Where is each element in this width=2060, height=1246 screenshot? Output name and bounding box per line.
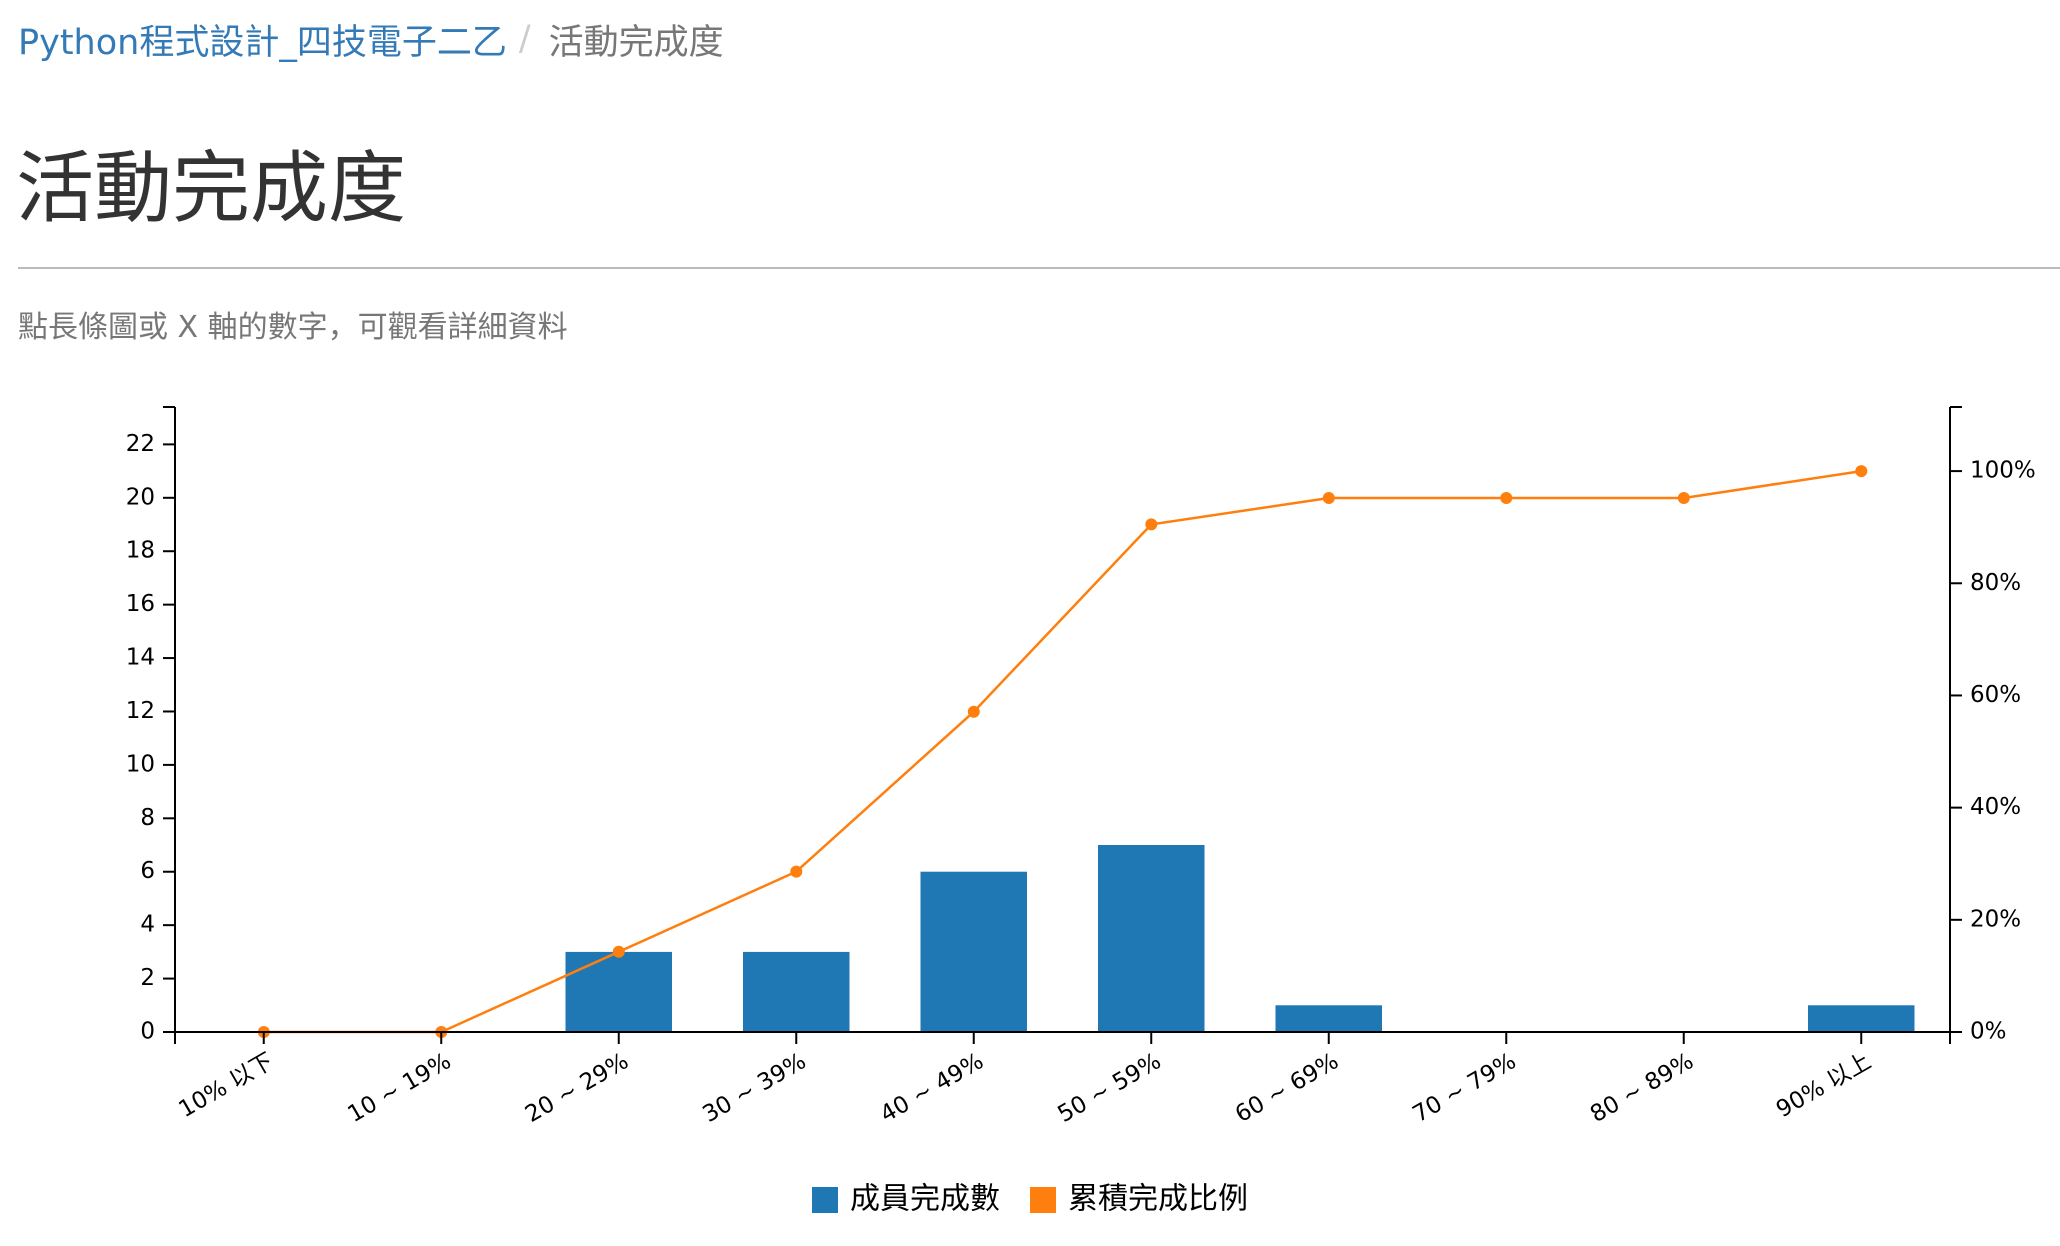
bar-3[interactable] (743, 951, 850, 1032)
y-left-tick-label-11: 22 (126, 431, 155, 457)
x-tick-label-3[interactable]: 30 ~ 39% (699, 1048, 811, 1128)
page-title: 活動完成度 (16, 144, 407, 234)
y-left-tick-label-1: 2 (140, 965, 155, 991)
cumulative-point-5 (1145, 518, 1158, 531)
cumulative-point-7 (1500, 492, 1513, 504)
x-tick-label-9[interactable]: 90% 以上 (1772, 1048, 1875, 1123)
y-right-tick-label-4: 80% (1970, 570, 2021, 596)
breadcrumb-separator: / (518, 19, 531, 59)
y-left-tick-label-6: 12 (126, 698, 155, 724)
breadcrumb-course-link[interactable]: Python程式設計_四技電子二乙 (18, 22, 507, 63)
cumulative-point-2 (612, 945, 625, 958)
title-divider (18, 267, 2060, 269)
y-left-tick-label-4: 8 (140, 805, 155, 831)
bar-6[interactable] (1275, 1005, 1383, 1032)
y-right-tick-label-0: 0% (1970, 1019, 2007, 1045)
breadcrumb-current: 活動完成度 (548, 22, 724, 63)
chart-hint-text: 點長條圖或 X 軸的數字，可觀看詳細資料 (18, 310, 568, 345)
x-tick-label-4[interactable]: 40 ~ 49% (876, 1048, 988, 1128)
legend-swatch-0 (812, 1187, 838, 1213)
bar-9[interactable] (1808, 1005, 1915, 1032)
y-left-tick-label-7: 14 (126, 645, 155, 671)
completion-chart: 0 2 4 6 8 10 12 14 16 18 20 22 0% 20% 40% 60% 80% 100% 10%… (126, 406, 2036, 1217)
cumulative-point-3 (790, 865, 803, 878)
cumulative-point-4 (967, 705, 980, 718)
legend-label-0: 成員完成數 (850, 1182, 1000, 1217)
y-left-tick-label-10: 20 (126, 484, 155, 510)
y-left-tick-label-2: 4 (140, 912, 155, 938)
x-tick-label-7[interactable]: 70 ~ 79% (1409, 1048, 1521, 1128)
legend-swatch-1 (1030, 1187, 1056, 1213)
y-left-tick-label-5: 10 (126, 751, 155, 777)
x-tick-label-2[interactable]: 20 ~ 29% (521, 1048, 633, 1128)
breadcrumb: Python程式設計_四技電子二乙 / 活動完成度 (18, 14, 724, 64)
chart-container: 0 2 4 6 8 10 12 14 16 18 20 22 0% 20% 40% 60% 80% 100% 10%… (0, 380, 2060, 1246)
cumulative-point-9 (1855, 465, 1868, 478)
x-tick-label-1[interactable]: 10 ~ 19% (344, 1048, 456, 1128)
y-left-tick-label-3: 6 (140, 858, 155, 884)
y-left-tick-label-0: 0 (140, 1019, 155, 1045)
y-right-tick-label-1: 20% (1970, 906, 2021, 932)
cumulative-line (263, 469, 1862, 1034)
bar-5[interactable] (1098, 845, 1205, 1032)
x-tick-label-5[interactable]: 50 ~ 59% (1054, 1048, 1166, 1128)
bar-2[interactable] (565, 951, 673, 1032)
x-tick-label-0[interactable]: 10% 以下 (175, 1048, 278, 1123)
cumulative-point-6 (1322, 492, 1335, 504)
bar-4[interactable] (920, 871, 1028, 1032)
x-tick-label-8[interactable]: 80 ~ 89% (1586, 1048, 1698, 1128)
y-left-tick-label-8: 16 (126, 591, 155, 617)
cumulative-point-8 (1677, 492, 1690, 504)
y-left-tick-label-9: 18 (126, 538, 155, 564)
x-tick-label-6[interactable]: 60 ~ 69% (1231, 1048, 1343, 1128)
y-right-tick-label-5: 100% (1970, 458, 2036, 484)
legend-label-1: 累積完成比例 (1068, 1182, 1248, 1217)
y-right-tick-label-3: 60% (1970, 682, 2021, 708)
y-right-tick-label-2: 40% (1970, 794, 2021, 820)
